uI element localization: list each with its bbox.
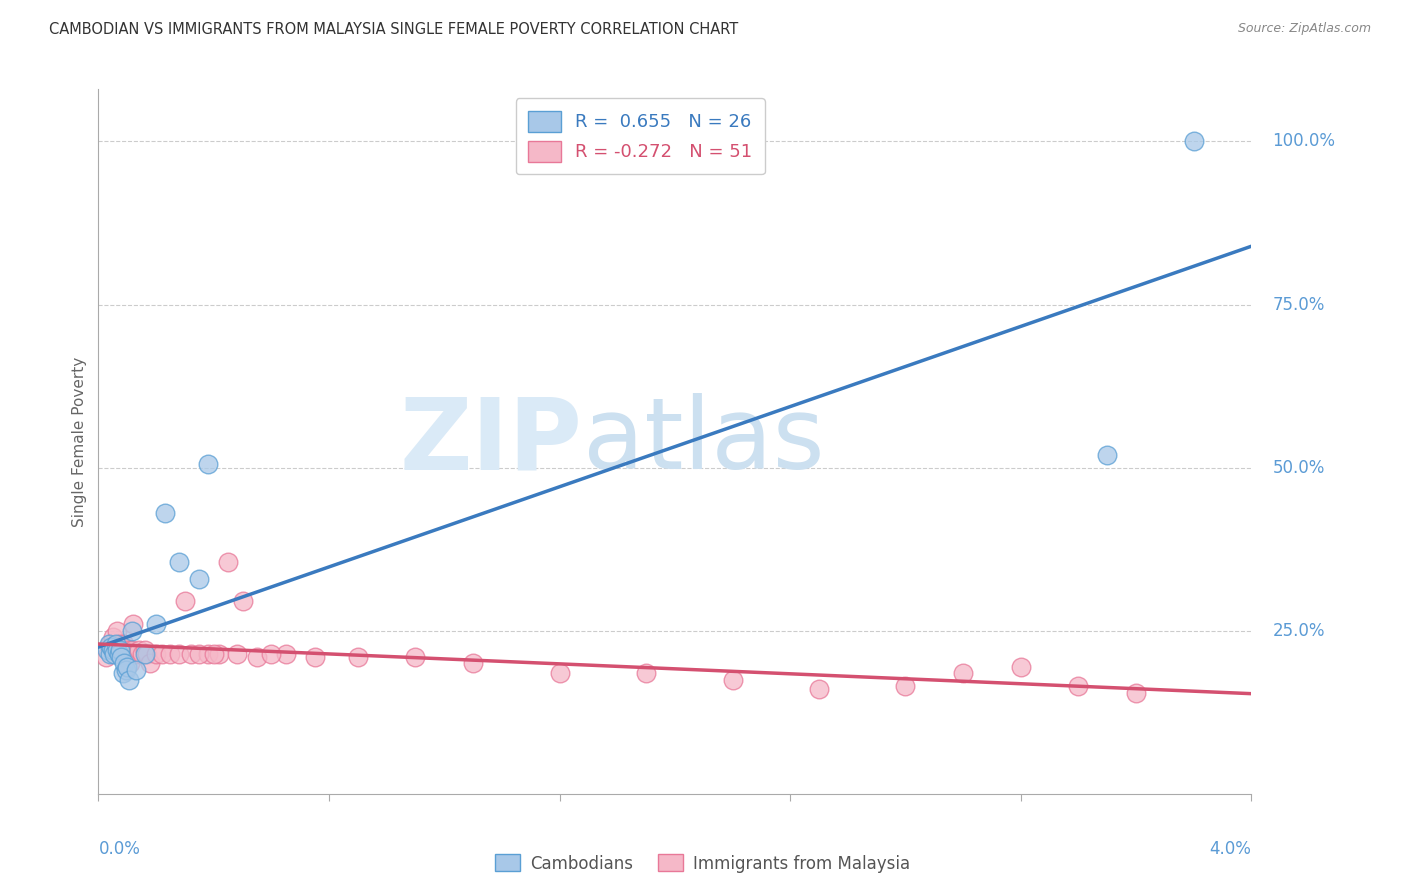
Point	[260, 647, 283, 661]
Point	[180, 647, 202, 661]
Point	[952, 666, 974, 681]
Point	[246, 649, 269, 664]
Point	[304, 649, 326, 664]
Point	[134, 643, 156, 657]
Point	[117, 643, 138, 657]
Point	[125, 647, 148, 661]
Point	[139, 657, 162, 671]
Point	[159, 647, 181, 661]
Point	[118, 673, 141, 687]
Point	[136, 647, 159, 661]
Point	[114, 647, 136, 661]
Point	[202, 647, 225, 661]
Point	[174, 594, 197, 608]
Point	[461, 657, 484, 671]
Point	[101, 630, 124, 644]
Point	[100, 640, 122, 654]
Y-axis label: Single Female Poverty: Single Female Poverty	[72, 357, 87, 526]
Point	[145, 617, 167, 632]
Point	[208, 647, 231, 661]
Point	[117, 659, 138, 673]
Text: atlas: atlas	[582, 393, 824, 490]
Point	[108, 643, 131, 657]
Point	[548, 666, 571, 681]
Text: 0.0%: 0.0%	[98, 839, 141, 858]
Point	[197, 458, 219, 472]
Point	[112, 637, 135, 651]
Point	[107, 647, 129, 661]
Point	[225, 647, 247, 661]
Text: 25.0%: 25.0%	[1272, 622, 1324, 640]
Legend: Cambodians, Immigrants from Malaysia: Cambodians, Immigrants from Malaysia	[489, 847, 917, 880]
Point	[128, 643, 150, 657]
Point	[101, 643, 124, 657]
Point	[98, 647, 121, 661]
Point	[111, 643, 134, 657]
Point	[121, 643, 143, 657]
Point	[104, 643, 127, 657]
Point	[122, 617, 145, 632]
Point	[107, 643, 129, 657]
Point	[103, 647, 125, 661]
Point	[120, 657, 142, 671]
Text: 50.0%: 50.0%	[1272, 458, 1324, 476]
Point	[167, 647, 190, 661]
Point	[894, 679, 917, 693]
Point	[134, 647, 156, 661]
Point	[231, 594, 254, 608]
Text: CAMBODIAN VS IMMIGRANTS FROM MALAYSIA SINGLE FEMALE POVERTY CORRELATION CHART: CAMBODIAN VS IMMIGRANTS FROM MALAYSIA SI…	[49, 22, 738, 37]
Point	[1067, 679, 1090, 693]
Point	[112, 657, 135, 671]
Point	[105, 643, 128, 657]
Point	[104, 637, 127, 651]
Point	[1010, 659, 1032, 673]
Point	[405, 649, 427, 664]
Point	[188, 572, 211, 586]
Point	[108, 637, 131, 651]
Text: 100.0%: 100.0%	[1272, 132, 1336, 151]
Point	[1125, 686, 1147, 700]
Point	[97, 637, 120, 651]
Point	[167, 555, 190, 569]
Point	[118, 647, 141, 661]
Point	[98, 637, 121, 651]
Point	[636, 666, 658, 681]
Point	[131, 647, 153, 661]
Text: Source: ZipAtlas.com: Source: ZipAtlas.com	[1237, 22, 1371, 36]
Point	[114, 663, 136, 677]
Point	[1097, 448, 1119, 462]
Point	[121, 624, 143, 638]
Point	[346, 649, 368, 664]
Point	[111, 666, 134, 681]
Point	[153, 506, 176, 520]
Point	[96, 643, 118, 657]
Point	[197, 647, 219, 661]
Point	[217, 555, 239, 569]
Text: 75.0%: 75.0%	[1272, 295, 1324, 313]
Point	[807, 682, 830, 697]
Point	[721, 673, 744, 687]
Legend: R =  0.655   N = 26, R = -0.272   N = 51: R = 0.655 N = 26, R = -0.272 N = 51	[516, 98, 765, 174]
Point	[125, 663, 148, 677]
Point	[274, 647, 297, 661]
Point	[110, 647, 132, 661]
Point	[145, 647, 167, 661]
Point	[110, 649, 132, 664]
Point	[105, 624, 128, 638]
Point	[150, 647, 173, 661]
Text: 4.0%: 4.0%	[1209, 839, 1251, 858]
Text: ZIP: ZIP	[399, 393, 582, 490]
Point	[94, 649, 117, 664]
Point	[188, 647, 211, 661]
Point	[1182, 135, 1205, 149]
